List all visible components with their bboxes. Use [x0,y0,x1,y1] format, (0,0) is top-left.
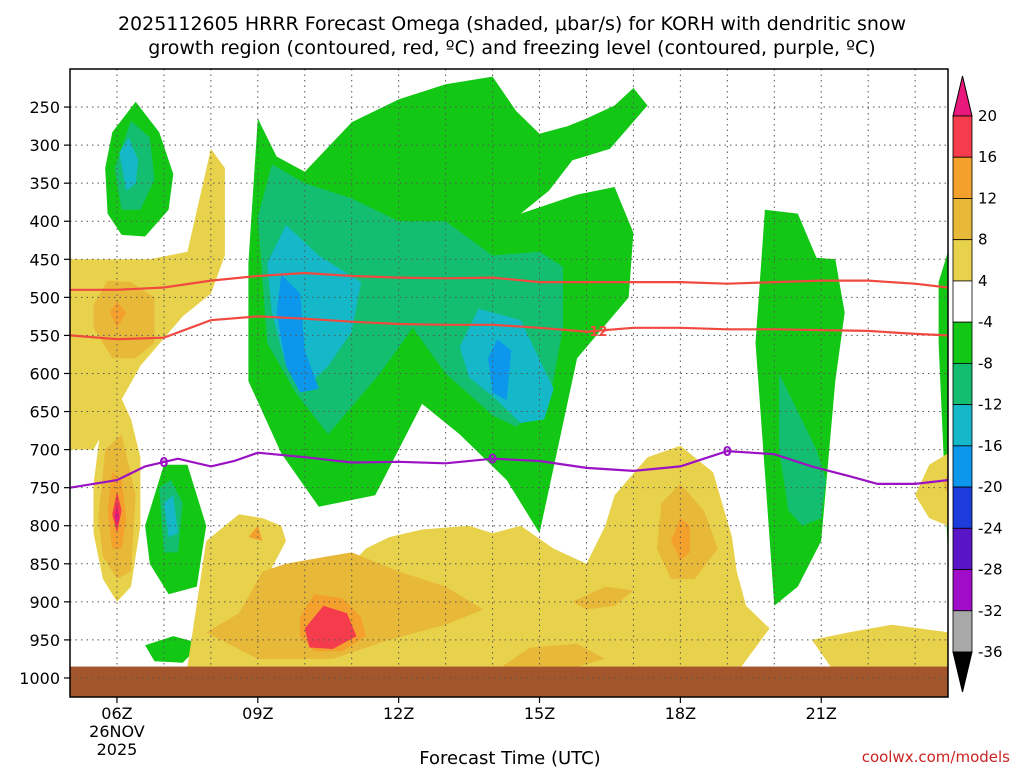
colorbar-segment [952,445,973,488]
omega-region-8-5 [502,643,606,667]
omega-region-m12-0 [119,137,139,191]
y-tick-label: 300 [29,136,60,155]
colorbar-segment [952,610,973,653]
omega-shading [70,76,948,667]
colorbar-segment [952,321,973,364]
contour-label: -12 [584,325,608,340]
colorbar-label: 20 [978,107,997,125]
y-tick-label: 800 [29,517,60,536]
chart-title-line2: growth region (contoured, red, ºC) and f… [148,37,875,59]
y-tick-label: 650 [29,403,60,422]
contour-label: 0 [488,453,497,468]
omega-region-m16-1 [487,339,512,401]
y-tick-label: 700 [29,441,60,460]
contour-label: 0 [159,456,168,471]
y-tick-label: 550 [29,326,60,345]
colorbar-label: 4 [978,272,988,290]
colorbar-label: -28 [978,561,1003,579]
colorbar-top-triangle [952,75,973,117]
colorbar-label: -8 [978,354,993,372]
omega-region-12-0 [109,301,127,328]
y-tick-label: 250 [29,98,60,117]
x-axis-label: Forecast Time (UTC) [419,748,600,768]
contour-m18 [70,271,948,291]
y-tick-label: 850 [29,555,60,574]
x-tick-date: 26NOV [89,722,145,741]
x-tick-label: 06Z [101,704,132,723]
colorbar-label: -36 [978,643,1003,661]
omega-region-m4-4 [145,636,202,663]
chart-title-line1: 2025112605 HRRR Forecast Omega (shaded, … [118,13,906,35]
colorbar-segment [952,280,973,323]
contour-m12 [70,315,948,341]
colorbar-label: 12 [978,189,997,207]
colorbar-label: 8 [978,231,988,249]
colorbar-label: -4 [978,313,993,331]
gridlines [70,69,948,679]
omega-region-4-3 [811,624,948,667]
omega-region-12-3 [671,518,690,560]
ground-layer [70,666,948,697]
omega-region-4-4 [915,453,948,526]
y-tick-label: 350 [29,174,60,193]
x-tick-label: 21Z [806,704,837,723]
y-tick-label: 900 [29,593,60,612]
colorbar-segment [952,527,973,570]
colorbar-segment [952,115,973,158]
omega-region-12-4 [248,525,263,541]
y-tick-label: 950 [29,631,60,650]
colorbar-label: -12 [978,396,1003,414]
credit-text: coolwx.com/models [862,748,1010,766]
colorbar-segment [952,569,973,612]
colorbar-label: -16 [978,437,1003,455]
y-tick-label: 600 [29,364,60,383]
x-tick-label: 09Z [242,704,273,723]
x-tick-label: 15Z [524,704,555,723]
x-tick-label: 12Z [383,704,414,723]
contour-label: 0 [723,445,732,460]
colorbar-segment [952,156,973,199]
y-tick-label: 750 [29,479,60,498]
omega-region-20-0 [114,502,120,526]
contour-0 [70,449,948,489]
x-tick-label: 18Z [665,704,696,723]
x-tick-year: 2025 [97,740,138,759]
omega-region-8-4 [572,586,634,610]
colorbar: 20 16 12 8 4 -4 -8 -12 -16 -20 -24 -28 -32 -36 [952,75,1003,693]
plot-area: -12 0 0 0 250 300 350 400 450 500 550 600 650 700 750 8… [19,68,949,759]
y-tick-label: 400 [29,212,60,231]
plot-frame [69,68,949,698]
omega-region-8-6 [943,472,948,496]
colorbar-segment [952,404,973,447]
colorbar-segment [952,239,973,282]
colorbar-bottom-triangle [952,651,973,693]
colorbar-segment [952,198,973,241]
colorbar-label: -20 [978,478,1003,496]
colorbar-label: -32 [978,602,1003,620]
y-tick-label: 1000 [19,669,60,688]
omega-region-16-1 [304,605,357,649]
y-tick-label: 450 [29,250,60,269]
omega-region-m12-3 [163,495,178,538]
colorbar-segment [952,362,973,406]
y-tick-label: 500 [29,288,60,307]
omega-region-m16-0 [276,274,319,393]
colorbar-segment [952,486,973,529]
colorbar-label: -24 [978,519,1003,537]
colorbar-label: 16 [978,148,997,166]
